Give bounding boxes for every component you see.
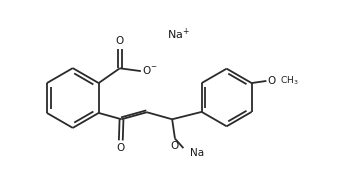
Text: O: O (268, 76, 276, 86)
Text: O: O (117, 143, 125, 153)
Text: Na: Na (190, 148, 204, 158)
Text: Na$^{+}$: Na$^{+}$ (167, 27, 190, 42)
Text: O: O (171, 141, 179, 151)
Text: O$^{-}$: O$^{-}$ (142, 64, 158, 76)
Text: O: O (116, 36, 124, 46)
Text: CH$_3$: CH$_3$ (280, 74, 298, 87)
